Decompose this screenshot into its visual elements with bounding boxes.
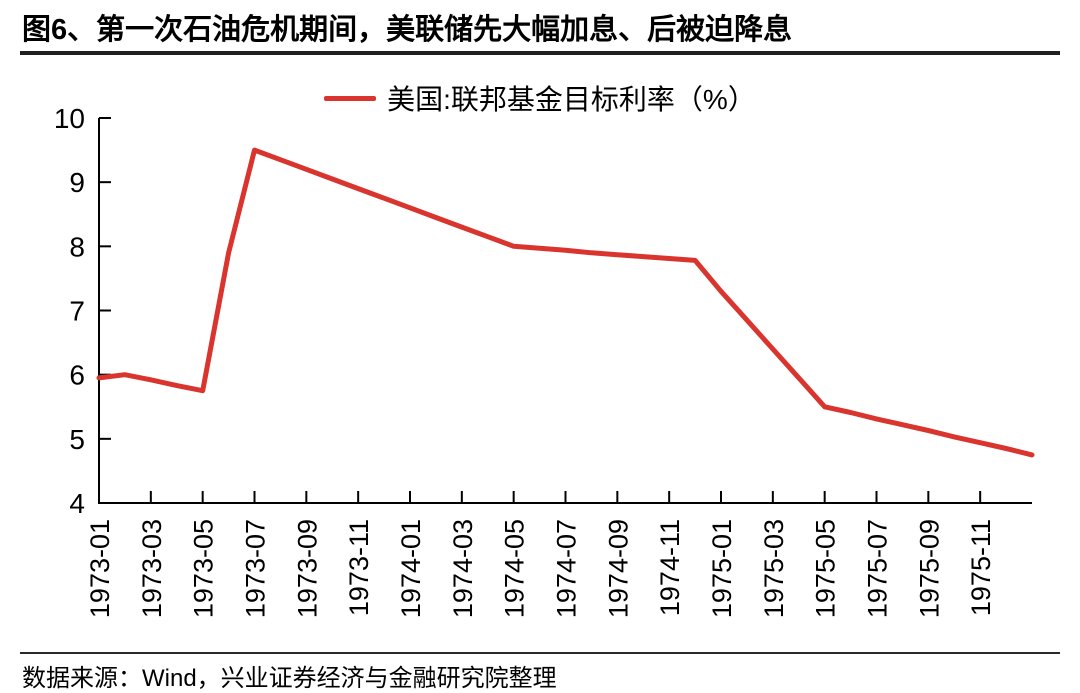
footer-divider	[20, 652, 1060, 654]
y-axis-label: 7	[69, 296, 85, 327]
x-axis-label: 1975-09	[914, 519, 944, 618]
x-axis-label: 1973-03	[137, 519, 167, 618]
y-axis-label: 10	[54, 103, 85, 134]
x-axis-label: 1975-03	[759, 519, 789, 618]
legend-label: 美国:联邦基金目标利率（%）	[387, 84, 756, 115]
x-axis-label: 1974-01	[396, 519, 426, 618]
x-axis-label: 1975-07	[863, 519, 893, 618]
series-line	[96, 147, 1035, 458]
x-axis-label: 1975-01	[707, 519, 737, 618]
x-axis-label: 1973-11	[344, 519, 374, 616]
figure-title: 图6、第一次石油危机期间，美联储先大幅加息、后被迫降息	[22, 14, 793, 46]
y-axis-label: 5	[69, 424, 85, 455]
y-axis-label: 8	[69, 231, 85, 262]
x-axis-label: 1973-05	[189, 519, 219, 618]
legend-line-marker	[324, 95, 377, 101]
x-axis-label: 1973-09	[292, 519, 322, 618]
y-axis-label: 9	[69, 167, 85, 198]
x-axis-label: 1974-07	[552, 519, 582, 618]
y-axis-label: 6	[69, 360, 85, 391]
x-axis-label: 1974-09	[603, 519, 633, 618]
chart-legend: 美国:联邦基金目标利率（%）	[0, 78, 1080, 118]
y-axis-label: 4	[69, 488, 85, 519]
x-axis-label: 1973-07	[241, 519, 271, 618]
x-axis-label: 1975-11	[966, 519, 996, 616]
title-divider	[20, 51, 1060, 55]
x-axis-label: 1973-01	[85, 519, 115, 618]
data-source: 数据来源：Wind，兴业证券经济与金融研究院整理	[22, 665, 557, 692]
axis-line	[98, 118, 1032, 504]
x-axis-label: 1974-03	[448, 519, 478, 618]
x-axis-label: 1974-05	[500, 519, 530, 618]
x-axis-label: 1974-11	[655, 519, 685, 616]
x-axis-label: 1975-05	[811, 519, 841, 618]
